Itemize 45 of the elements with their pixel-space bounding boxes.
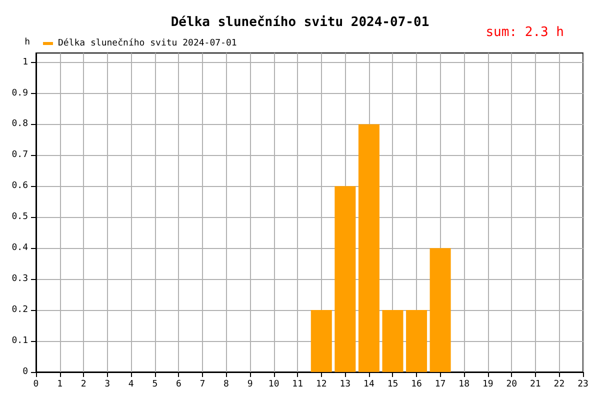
x-tick-label: 23 [578, 380, 588, 390]
x-tick-label: 8 [224, 380, 229, 390]
x-tick-label: 10 [268, 380, 280, 390]
x-tick-label: 1 [57, 380, 62, 390]
bar [358, 124, 380, 372]
x-tick-label: 13 [340, 380, 351, 390]
x-tick-label: 7 [200, 380, 206, 390]
x-tick-label: 12 [316, 380, 327, 390]
x-tick-label: 14 [364, 380, 374, 390]
x-tick-label: 0 [33, 380, 39, 390]
y-tick-label: 0 [22, 367, 28, 377]
x-tick-label: 5 [152, 380, 158, 390]
bar [310, 310, 332, 372]
y-axis-title: h [24, 38, 30, 48]
x-tick-label: 3 [104, 380, 110, 390]
bar [406, 310, 428, 372]
x-tick-label: 18 [458, 380, 470, 390]
y-tick-label: 0.6 [12, 181, 28, 192]
y-tick-label: 0.7 [12, 150, 28, 160]
x-tick-label: 19 [482, 380, 494, 390]
bar [382, 310, 404, 372]
y-tick-label: 0.9 [12, 88, 28, 98]
x-tick-label: 16 [411, 380, 422, 390]
x-tick-label: 17 [434, 380, 446, 390]
x-tick-label: 15 [387, 380, 398, 390]
x-tick-label: 22 [554, 380, 565, 390]
text: sum: 2.3 h [486, 25, 564, 40]
x-tick-label: 9 [247, 380, 253, 390]
y-tick-label: 0.8 [12, 119, 28, 130]
x-tick-label: 6 [176, 380, 182, 390]
y-tick-label: 0.4 [12, 243, 28, 254]
y-tick-label: 0.2 [12, 305, 28, 316]
x-tick-label: 11 [292, 380, 304, 390]
y-tick-label: 0.1 [12, 336, 28, 346]
chart-title: Délka slunečního svitu 2024-07-01 [170, 15, 430, 30]
x-tick-label: 2 [80, 380, 86, 390]
legend-label: Délka slunečního svitu 2024-07-01 [58, 38, 237, 48]
x-tick-label: 4 [128, 380, 134, 390]
x-tick-label: 21 [530, 380, 541, 390]
y-tick-label: 0.3 [12, 274, 28, 284]
bar [430, 248, 451, 372]
bar [334, 186, 356, 372]
x-tick-label: 20 [506, 380, 518, 390]
y-tick-label: 0.5 [12, 212, 28, 222]
y-tick-label: 1 [22, 57, 28, 68]
